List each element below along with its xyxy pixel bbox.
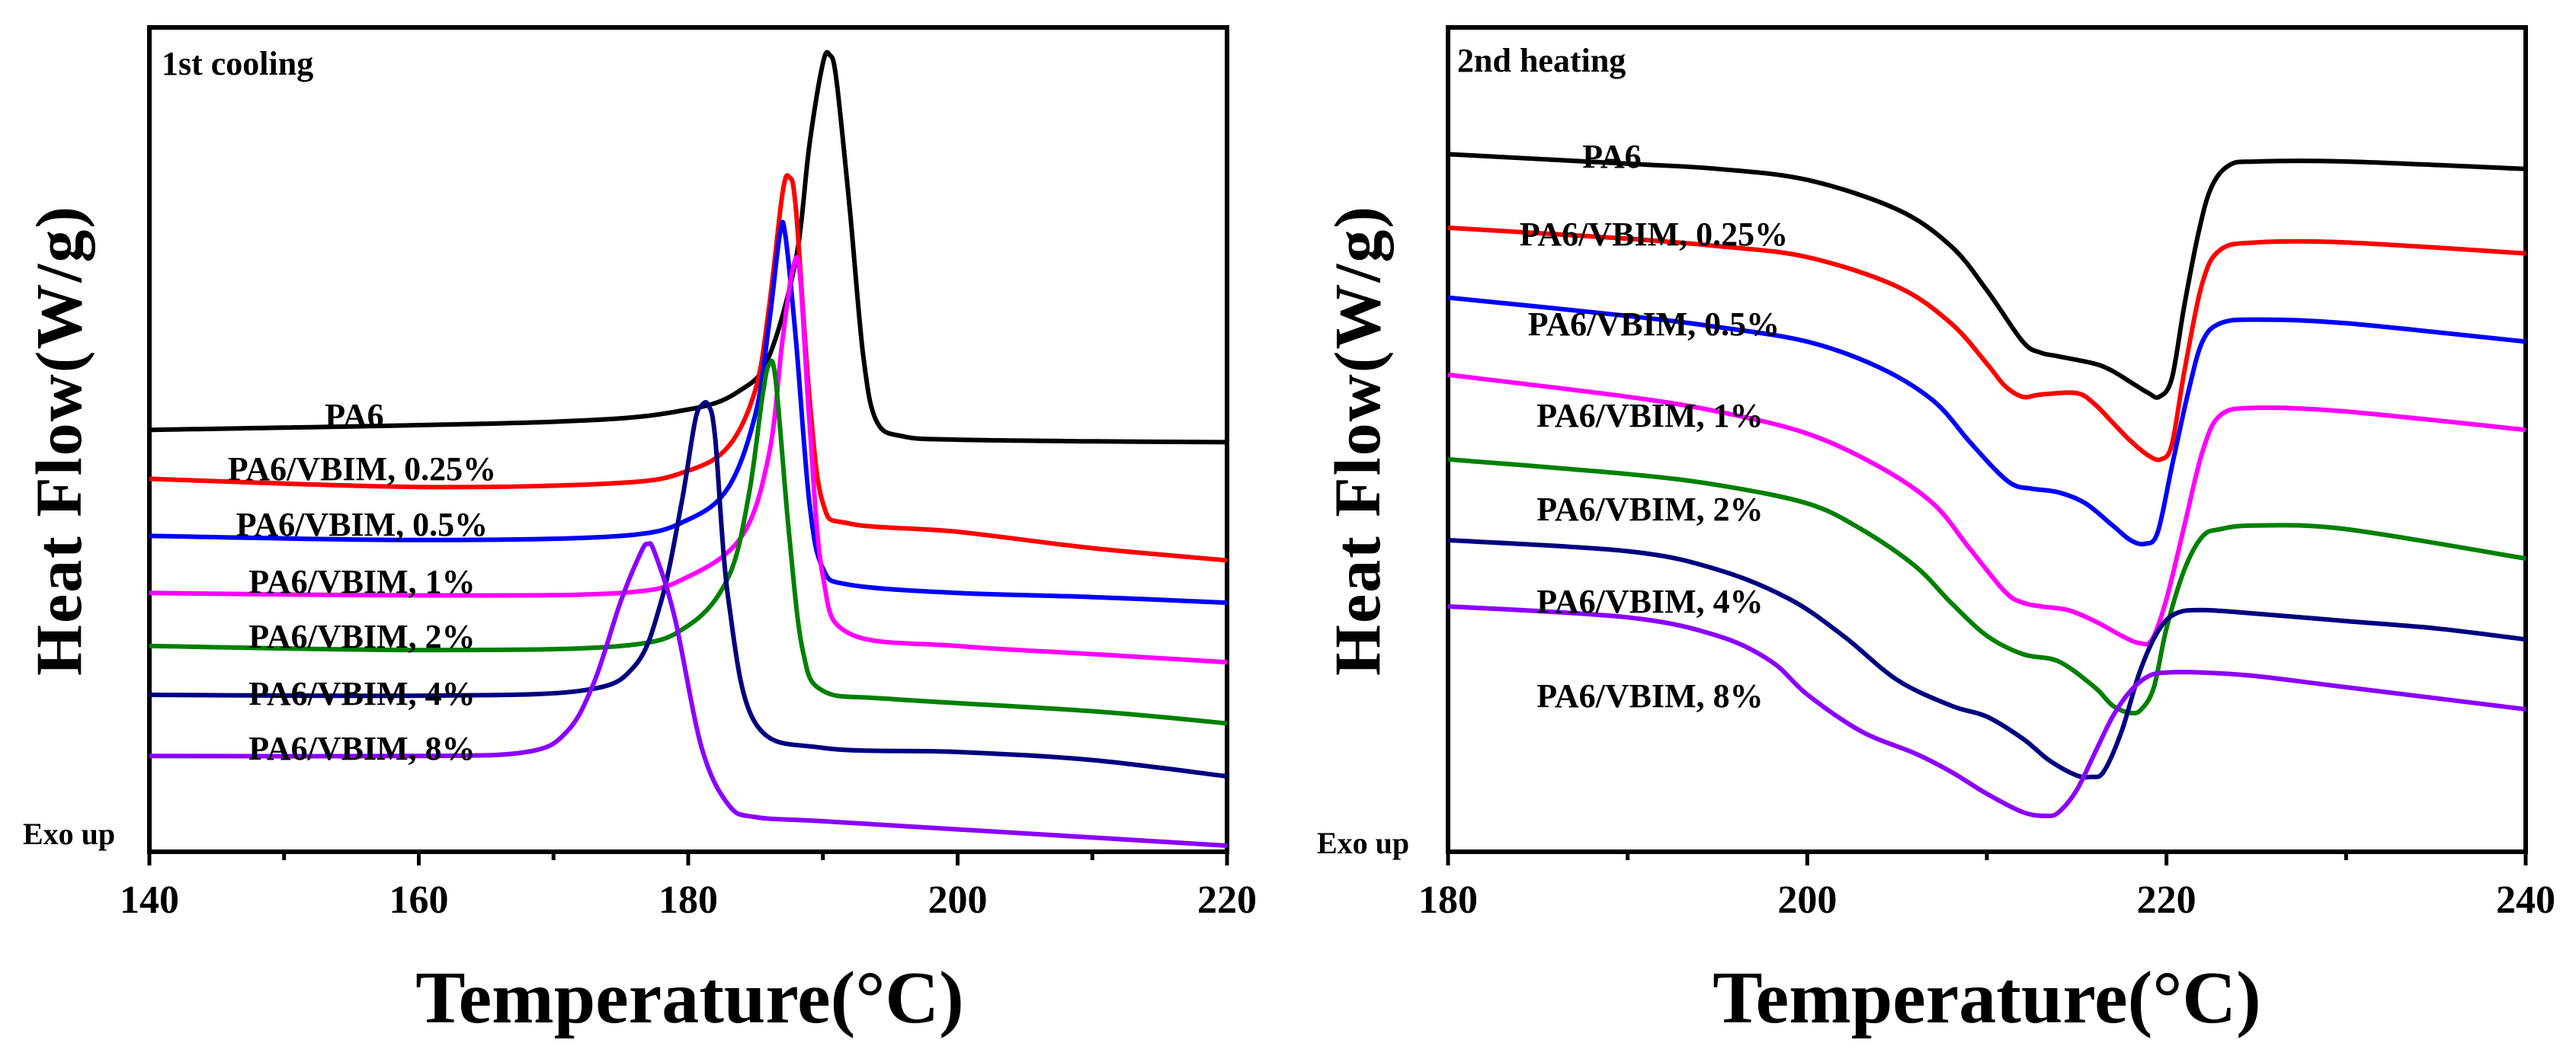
heating-x-ticks: 180 200 220 240 (1418, 852, 2555, 922)
cooling-label-pa6: PA6 (325, 397, 383, 434)
heating-x-tick-label: 220 (2137, 878, 2196, 922)
cooling-series-line-1 (149, 173, 1228, 563)
cooling-y-axis-title: Heat Flow(W/g) (22, 205, 95, 676)
cooling-panel: 140 160 180 200 220 1st cooling PA6 PA6/VBIM… (22, 25, 1257, 1039)
cooling-label-4: PA6/VBIM, 4% (248, 675, 475, 712)
heating-series-line-5 (1447, 538, 2526, 780)
cooling-x-ticks: 140 160 180 200 220 (120, 852, 1257, 922)
heating-x-tick-label: 240 (2496, 878, 2555, 922)
heating-panel: 180 200 220 240 2nd heating PA6 PA6/VBIM, 0… (1317, 25, 2555, 1039)
cooling-series-line-2 (149, 219, 1228, 606)
heating-series-line-1 (1447, 225, 2526, 462)
cooling-x-tick-label: 200 (928, 878, 988, 922)
cooling-x-tick-label: 180 (658, 878, 718, 922)
heating-plot-area (1447, 152, 2526, 818)
heating-x-tick-label: 200 (1777, 878, 1837, 922)
heating-label-8: PA6/VBIM, 8% (1536, 677, 1763, 715)
heating-label-1: PA6/VBIM, 1% (1536, 397, 1763, 434)
cooling-x-axis-title: Temperature(°C) (415, 957, 964, 1039)
cooling-series-line-4 (149, 359, 1228, 726)
heating-y-axis-title: Heat Flow(W/g) (1321, 205, 1394, 676)
heating-series-line-2 (1447, 295, 2526, 547)
cooling-label-0.5: PA6/VBIM, 0.5% (236, 506, 488, 543)
heating-label-pa6: PA6 (1582, 138, 1641, 175)
cooling-plot-area (149, 50, 1228, 848)
cooling-label-1: PA6/VBIM, 1% (248, 563, 475, 600)
cooling-exo-up-annotation: Exo up (23, 817, 115, 851)
heating-series-line-6 (1447, 603, 2526, 818)
cooling-series-line-5 (149, 400, 1228, 779)
heating-label-4: PA6/VBIM, 4% (1536, 583, 1763, 620)
cooling-label-0.25: PA6/VBIM, 0.25% (228, 450, 496, 488)
heating-label-0.5: PA6/VBIM, 0.5% (1528, 306, 1780, 343)
cooling-x-tick-label: 160 (389, 878, 449, 922)
heating-series-line-0 (1447, 152, 2526, 400)
heating-x-axis-title: Temperature(°C) (1713, 957, 2261, 1039)
heating-exo-up-annotation: Exo up (1317, 826, 1409, 860)
cooling-series-line-6 (149, 541, 1228, 848)
cooling-label-2: PA6/VBIM, 2% (248, 618, 475, 655)
cooling-series-line-0 (149, 50, 1228, 445)
heating-panel-title: 2nd heating (1457, 42, 1626, 79)
heating-label-0.25: PA6/VBIM, 0.25% (1520, 216, 1788, 253)
heating-x-tick-label: 180 (1418, 878, 1478, 922)
heating-label-2: PA6/VBIM, 2% (1536, 491, 1763, 528)
heating-series-line-3 (1447, 372, 2526, 647)
cooling-panel-title: 1st cooling (162, 45, 313, 82)
cooling-label-8: PA6/VBIM, 8% (248, 730, 475, 767)
cooling-series-line-3 (149, 254, 1228, 665)
cooling-x-tick-label: 140 (120, 878, 179, 922)
heating-series-line-4 (1447, 456, 2526, 716)
cooling-x-tick-label: 220 (1197, 878, 1257, 922)
